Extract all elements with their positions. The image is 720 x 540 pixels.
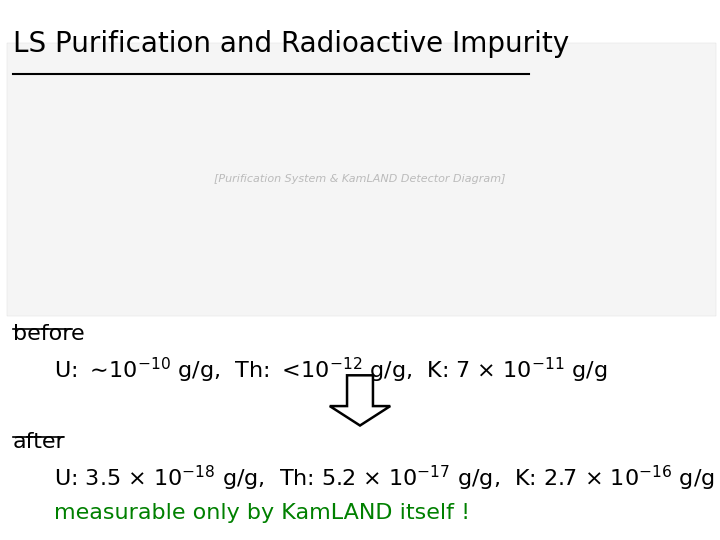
Text: after: after <box>13 432 66 452</box>
Text: before: before <box>13 324 84 344</box>
Text: [Purification System & KamLAND Detector Diagram]: [Purification System & KamLAND Detector … <box>215 174 505 184</box>
Text: LS Purification and Radioactive Impurity: LS Purification and Radioactive Impurity <box>13 30 569 58</box>
Text: U: 3.5 $\times$ $10^{-18}$ g/g,  Th: 5.2 $\times$ $10^{-17}$ g/g,  K: 2.7 $\time: U: 3.5 $\times$ $10^{-18}$ g/g, Th: 5.2 … <box>54 463 715 492</box>
Text: U: $\sim\!10^{-10}$ g/g,  Th: $<\!10^{-12}$ g/g,  K: 7 $\times$ $10^{-11}$ g/g: U: $\sim\!10^{-10}$ g/g, Th: $<\!10^{-12… <box>54 355 608 384</box>
Polygon shape <box>330 375 390 426</box>
Text: measurable only by KamLAND itself !: measurable only by KamLAND itself ! <box>54 503 470 523</box>
Bar <box>7 43 716 316</box>
